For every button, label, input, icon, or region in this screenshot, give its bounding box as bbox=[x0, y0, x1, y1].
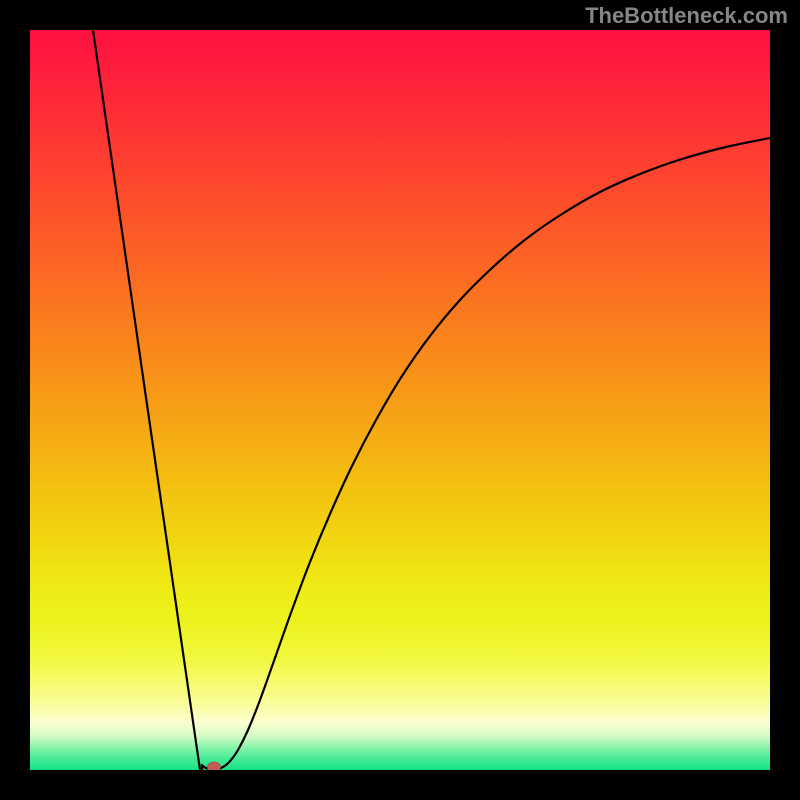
optimal-point-marker bbox=[208, 762, 221, 770]
gradient-background bbox=[30, 30, 770, 770]
watermark-text: TheBottleneck.com bbox=[585, 3, 788, 29]
chart-svg bbox=[30, 30, 770, 770]
plot-area bbox=[30, 30, 770, 770]
